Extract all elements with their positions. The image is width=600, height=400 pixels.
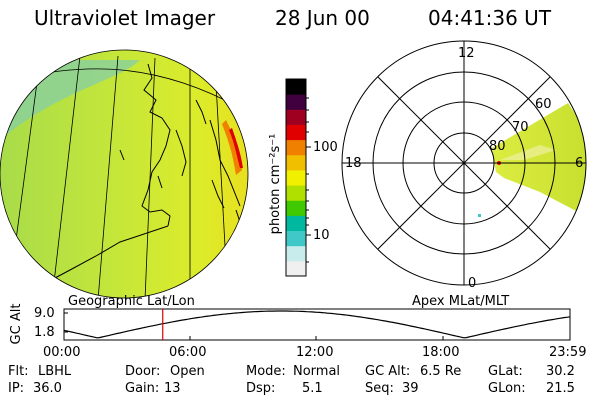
gc-alt-key: GC Alt: [365, 364, 411, 379]
colorbar-cell [286, 185, 306, 201]
gain-value: 13 [164, 381, 181, 396]
altitude-xtick-0600: 06:00 [169, 345, 207, 360]
ip-value: 36.0 [33, 381, 62, 396]
altitude-x-ticks [189, 336, 444, 340]
colorbar-cell [286, 79, 306, 95]
door-key: Door: [125, 364, 161, 379]
altitude-ytick-1-8: 1.8 [34, 325, 55, 340]
dsp-key: Dsp: [246, 381, 276, 396]
altitude-xtick-1800: 18:00 [422, 345, 460, 360]
ip-key: IP: [8, 381, 25, 396]
globe-limb [0, 49, 249, 299]
polar-speck [478, 214, 481, 217]
glon-key: GLon: [488, 381, 526, 396]
door-value: Open [170, 364, 205, 379]
mode-key: Mode: [246, 364, 286, 379]
colorbar-unit-label: photon cm⁻²s⁻¹ [268, 133, 283, 235]
globe-caption: Geographic Lat/Lon [68, 294, 195, 309]
flt-value: LBHL [38, 364, 72, 379]
app-title: Ultraviolet Imager [34, 6, 216, 30]
colorbar-cell [286, 260, 306, 277]
mlt-label-18: 18 [345, 156, 362, 171]
altitude-panel [63, 308, 571, 341]
colorbar-tick-label-10: 10 [313, 228, 330, 243]
seq-key: Seq: [365, 381, 394, 396]
colorbar [285, 78, 311, 277]
altitude-xtick-2359: 23:59 [549, 345, 587, 360]
colorbar-cell [286, 109, 306, 125]
colorbar-cell [286, 139, 306, 156]
colorbar-cell [286, 245, 306, 262]
altitude-ytick-9: 9.0 [34, 306, 55, 321]
altitude-xtick-1200: 12:00 [296, 345, 334, 360]
polar-caption: Apex MLat/MLT [412, 294, 510, 309]
gc-alt-value: 6.5 Re [420, 364, 462, 379]
glat-key: GLat: [488, 364, 523, 379]
mlat-label-60: 60 [535, 97, 552, 112]
glat-value: 30.2 [546, 364, 575, 379]
dsp-value: 5.1 [302, 381, 323, 396]
colorbar-ticks [306, 97, 311, 263]
coastlines [39, 63, 241, 287]
mlat-label-80: 80 [489, 139, 506, 154]
aurora-oval-globe [222, 120, 242, 175]
gain-key: Gain: [125, 381, 160, 396]
polar-aurora-region [492, 103, 586, 212]
altitude-frame [63, 308, 571, 341]
seq-value: 39 [402, 381, 419, 396]
globe-image [0, 49, 249, 299]
polar-plot [341, 40, 587, 286]
mlt-label-6: 6 [575, 156, 584, 171]
altitude-y-ticks [64, 312, 68, 333]
altitude-xtick-0000: 00:00 [43, 345, 81, 360]
aurora-peak-globe [229, 128, 243, 168]
time-label: 04:41:36 UT [428, 6, 552, 30]
colorbar-frame [285, 78, 307, 277]
mlt-label-12: 12 [458, 46, 475, 61]
mode-value: Normal [293, 364, 341, 379]
polar-grid [341, 40, 587, 286]
glon-value: 21.5 [546, 381, 575, 396]
flt-key: Flt: [8, 364, 29, 379]
colorbar-cell [286, 154, 306, 171]
mlt-label-0: 0 [468, 276, 477, 291]
colorbar-cell [286, 94, 306, 110]
colorbar-cell [286, 169, 306, 186]
colorbar-cell [286, 124, 306, 141]
altitude-ylabel: GC Alt [9, 303, 24, 345]
colorbar-tick-label-100: 100 [313, 140, 338, 155]
colorbar-cell [286, 200, 306, 216]
colorbar-cell [286, 215, 306, 232]
mlat-label-70: 70 [512, 120, 529, 135]
colorbar-cell [286, 230, 306, 247]
altitude-curve [63, 310, 571, 339]
date-label: 28 Jun 00 [275, 6, 370, 30]
